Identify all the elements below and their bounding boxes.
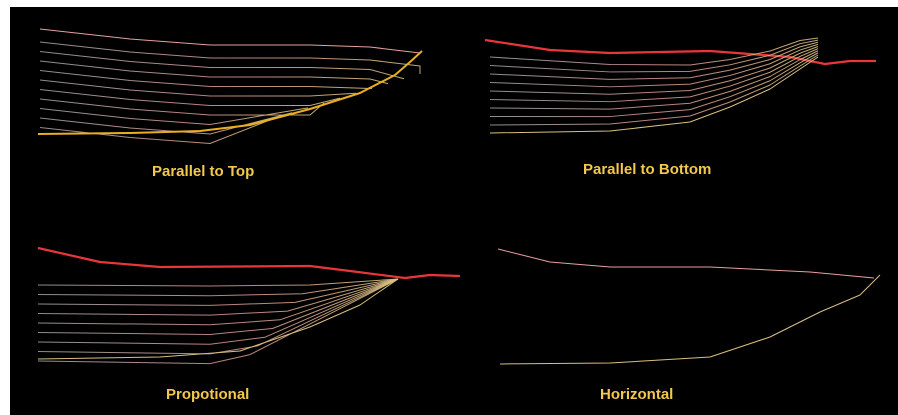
layer-line [37,278,399,306]
layer-line [37,278,399,316]
caption-parallel-to-bottom: Parallel to Bottom [583,161,712,178]
layer-line [37,278,399,335]
caption-parallel-to-top: Parallel to Top [152,163,255,180]
top-surface [484,38,876,66]
layer-line [37,278,399,365]
layer-line [39,79,357,97]
bottom-surface [37,278,399,360]
layer-line [489,52,819,118]
layer-line [489,48,819,103]
layer-line [39,98,325,116]
top-surface [39,28,421,54]
bottom-surface [489,56,819,134]
layer-line [489,39,819,73]
layer-line [37,278,399,355]
layer-line [39,60,389,85]
layer-line [39,51,405,80]
layer-line [489,37,819,66]
layer-line [37,278,399,297]
layer-line [489,50,819,110]
layer-line [37,278,399,345]
caption-horizontal: Horizontal [600,386,674,403]
layer-line [39,107,309,125]
layer-line [489,54,819,126]
layer-line [37,278,399,287]
layer-line [489,46,819,95]
layer-line [489,43,819,88]
layer-line [39,41,421,74]
top-surface [37,246,461,280]
bottom-surface [499,274,881,365]
stratigraphy-diagrams [37,28,881,365]
layer-line [39,89,341,106]
bottom-surface [37,50,423,135]
layer-line [37,278,399,326]
top-surface [497,248,875,279]
figure-canvas: Parallel to Top Parallel to Bottom Propo… [10,7,898,415]
caption-proportional: Propotional [166,386,250,403]
layer-line [489,41,819,80]
